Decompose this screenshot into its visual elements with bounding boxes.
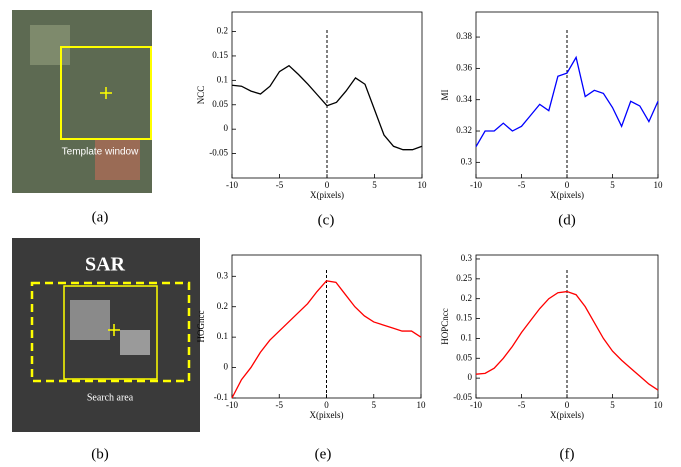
caption: (a) (92, 209, 109, 225)
x-tick-label: 10 (654, 400, 664, 410)
y-tick-label: 0.3 (217, 270, 229, 280)
y-axis-label: HOPCncc (440, 308, 450, 345)
caption: (b) (91, 446, 109, 462)
y-tick-label: 0.05 (456, 352, 472, 362)
y-tick-label: 0.2 (217, 301, 228, 311)
y-tick-label: 0.38 (456, 31, 472, 41)
y-tick-label: 0.25 (456, 273, 472, 283)
image-texture (70, 300, 110, 340)
x-tick-label: 5 (372, 180, 377, 190)
x-tick-label: 5 (372, 400, 377, 410)
y-tick-label: 0.2 (461, 293, 472, 303)
image-label: Template window (62, 147, 139, 158)
x-tick-label: 5 (610, 180, 615, 190)
y-tick-label: 0 (224, 362, 229, 372)
x-tick-label: 0 (325, 180, 330, 190)
chart: 0.3 0.32 0.34 0.36 0.38 -10 -5 0 5 10 X(pixels) MI (… (440, 12, 663, 228)
image-a: Template window (a) (12, 10, 152, 225)
y-tick-label: 0.1 (217, 74, 228, 84)
x-tick-label: 0 (324, 400, 329, 410)
y-tick-label: 0 (224, 123, 229, 133)
x-axis-label: X(pixels) (550, 190, 584, 200)
x-axis-label: X(pixels) (550, 410, 584, 420)
y-tick-label: 0 (468, 372, 473, 382)
figure: Template window (a) SAR Search area (b) … (0, 0, 681, 467)
y-tick-label: 0.3 (461, 156, 473, 166)
image-texture (120, 330, 150, 355)
y-tick-label: 0.1 (217, 331, 228, 341)
x-tick-label: -5 (276, 400, 284, 410)
x-tick-label: -10 (226, 180, 238, 190)
y-axis-label: MI (440, 89, 450, 100)
image-texture (30, 25, 70, 65)
x-axis-label: X(pixels) (310, 410, 344, 420)
y-tick-label: -0.05 (209, 148, 228, 158)
y-axis-label: NCC (196, 86, 206, 105)
y-tick-label: 0.34 (456, 94, 472, 104)
x-tick-label: -10 (226, 400, 238, 410)
y-tick-label: 0.15 (212, 50, 228, 60)
x-tick-label: -10 (470, 400, 482, 410)
x-tick-label: 5 (610, 400, 615, 410)
x-tick-label: 10 (417, 400, 427, 410)
x-tick-label: 10 (654, 180, 664, 190)
image-label: Search area (87, 392, 134, 403)
x-tick-label: -10 (470, 180, 482, 190)
y-tick-label: 0.2 (217, 26, 228, 36)
caption: (d) (558, 212, 576, 228)
caption: (e) (315, 446, 332, 462)
x-tick-label: 0 (565, 180, 570, 190)
caption: (f) (560, 446, 575, 462)
image-label: SAR (85, 254, 126, 276)
y-tick-label: 0.36 (456, 62, 472, 72)
x-tick-label: 0 (565, 400, 570, 410)
image-b: SAR Search area (b) (12, 238, 200, 462)
x-tick-label: -5 (518, 180, 526, 190)
y-tick-label: 0.1 (461, 332, 472, 342)
chart: -0.05 0 0.05 0.1 0.15 0.2 -10 -5 0 5 10 X(pixels) NC… (196, 12, 427, 228)
x-tick-label: -5 (276, 180, 284, 190)
x-axis-label: X(pixels) (310, 190, 344, 200)
caption: (c) (318, 212, 335, 228)
y-tick-label: 0.3 (461, 253, 473, 263)
y-tick-label: 0.05 (212, 99, 228, 109)
x-tick-label: 10 (418, 180, 428, 190)
y-axis-label: HOGncc (196, 311, 206, 343)
x-tick-label: -5 (518, 400, 526, 410)
y-tick-label: 0.15 (456, 313, 472, 323)
y-tick-label: 0.32 (456, 125, 472, 135)
